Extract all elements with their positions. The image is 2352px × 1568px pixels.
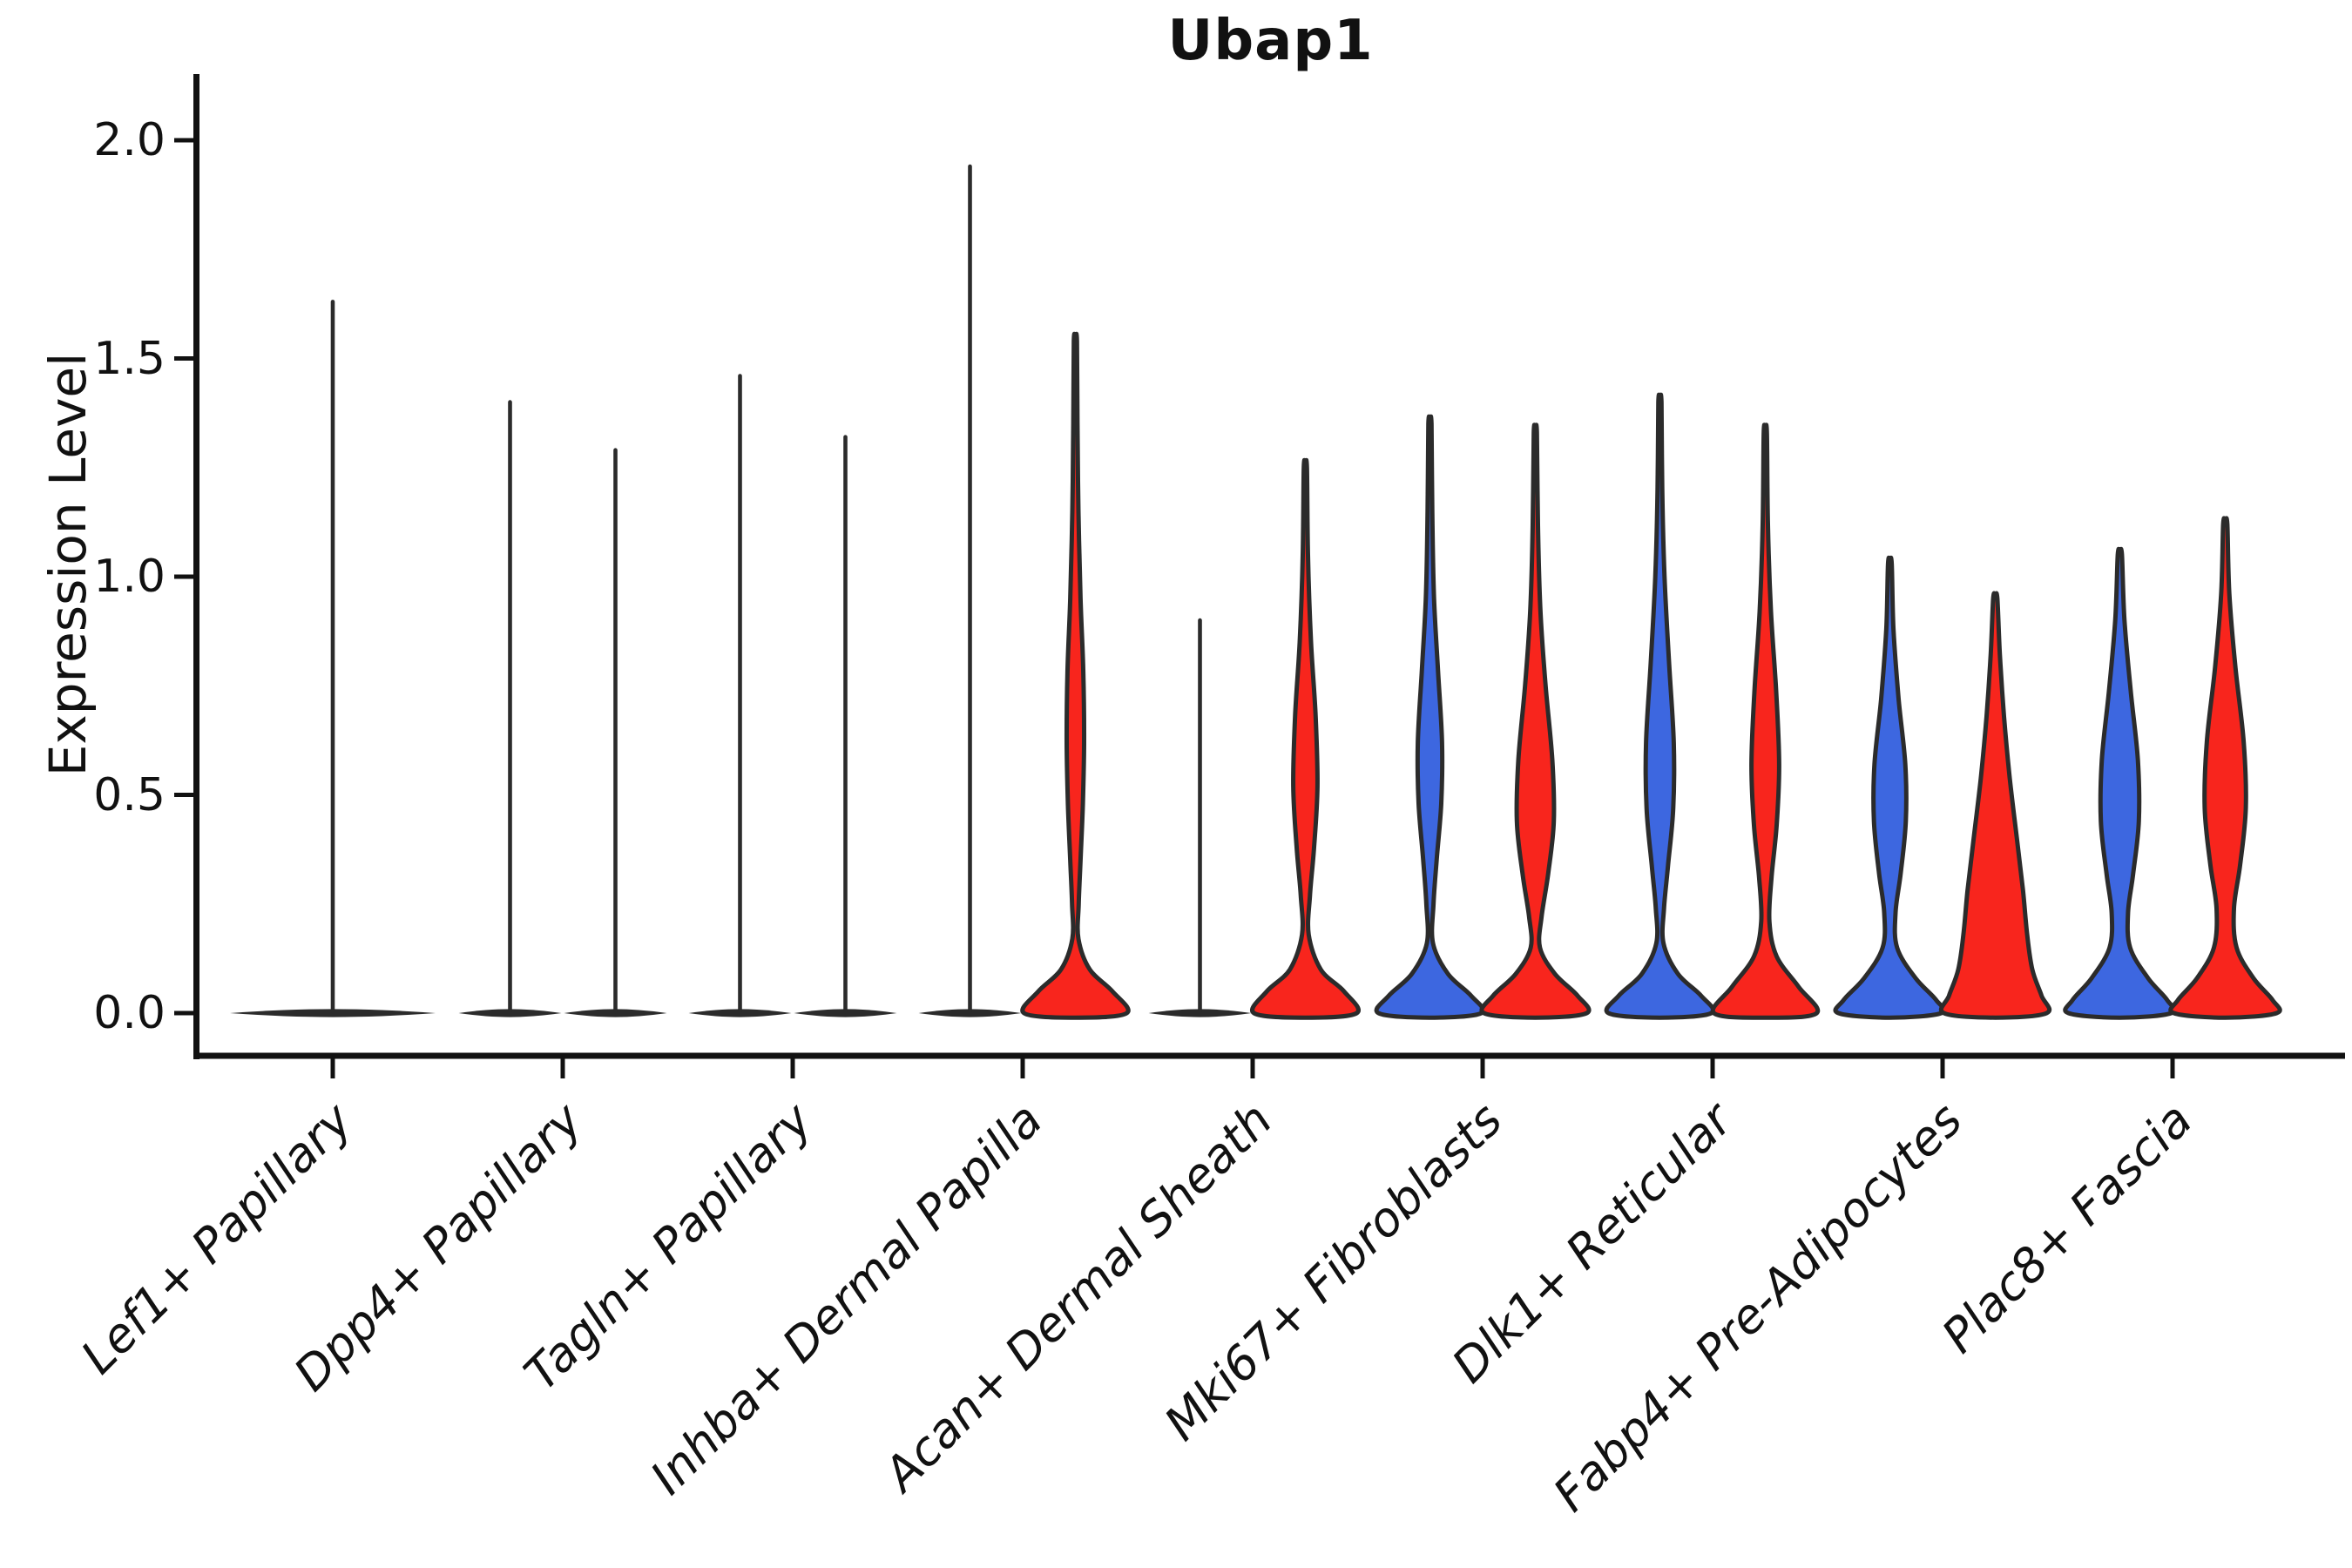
x-tick-mark — [1710, 1056, 1715, 1078]
violin-body — [2168, 516, 2282, 1020]
x-tick-mark — [1020, 1056, 1025, 1078]
chart-title: Ubap1 — [1167, 9, 1374, 73]
violin-body — [1938, 591, 2052, 1020]
y-tick-mark — [174, 356, 197, 361]
x-tick-mark — [790, 1056, 795, 1078]
y-tick-mark — [174, 793, 197, 797]
violin-body — [1710, 422, 1821, 1020]
violin-body — [1374, 414, 1486, 1020]
y-tick-mark — [174, 574, 197, 579]
y-axis-spine — [193, 74, 199, 1059]
x-tick-mark — [2170, 1056, 2175, 1078]
x-axis-spine — [193, 1052, 2345, 1059]
violin-body — [2063, 546, 2177, 1020]
x-tick-mark — [560, 1056, 565, 1078]
y-tick-label: 0.5 — [93, 768, 166, 821]
violin-body — [1250, 457, 1361, 1020]
y-tick-label: 2.0 — [93, 114, 166, 166]
violin-body — [1604, 392, 1716, 1020]
y-tick-label: 1.5 — [93, 332, 166, 385]
x-tick-mark — [1480, 1056, 1485, 1078]
x-tick-mark — [1940, 1056, 1945, 1078]
violin-body — [1479, 422, 1592, 1020]
x-tick-mark — [1250, 1056, 1255, 1078]
y-tick-mark — [174, 1010, 197, 1016]
violin-body — [1833, 555, 1947, 1020]
y-tick-label: 1.0 — [93, 551, 166, 603]
y-tick-mark — [174, 138, 197, 143]
y-tick-label: 0.0 — [93, 987, 166, 1039]
violin-body — [1020, 331, 1131, 1020]
x-tick-mark — [330, 1056, 335, 1078]
